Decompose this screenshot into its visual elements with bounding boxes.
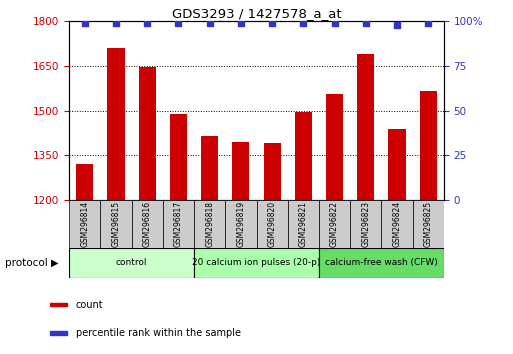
Bar	[225, 200, 256, 248]
Point	[330, 20, 339, 26]
Bar	[50, 331, 67, 335]
Bar	[108, 48, 125, 200]
Text: GSM296823: GSM296823	[361, 201, 370, 247]
Bar	[69, 248, 194, 278]
Text: ▶: ▶	[51, 258, 59, 268]
Bar	[381, 200, 412, 248]
Bar	[170, 114, 187, 200]
Point	[206, 20, 214, 26]
Point	[81, 20, 89, 26]
Bar	[420, 91, 437, 200]
Bar	[288, 200, 319, 248]
Text: GSM296821: GSM296821	[299, 201, 308, 247]
Bar	[163, 200, 194, 248]
Text: GSM296820: GSM296820	[268, 201, 277, 247]
Bar	[326, 94, 343, 200]
Point	[112, 20, 120, 26]
Bar	[319, 200, 350, 248]
Point	[268, 20, 276, 26]
Bar	[350, 200, 381, 248]
Bar	[412, 200, 444, 248]
Text: control: control	[116, 258, 147, 267]
Bar	[50, 303, 67, 307]
Text: GSM296822: GSM296822	[330, 201, 339, 247]
Text: 20 calcium ion pulses (20-p): 20 calcium ion pulses (20-p)	[192, 258, 321, 267]
Text: GSM296816: GSM296816	[143, 201, 152, 247]
Title: GDS3293 / 1427578_a_at: GDS3293 / 1427578_a_at	[172, 7, 341, 20]
Bar	[256, 200, 288, 248]
Point	[424, 20, 432, 26]
Text: GSM296815: GSM296815	[111, 201, 121, 247]
Bar	[295, 112, 312, 200]
Bar	[139, 67, 156, 200]
Text: GSM296818: GSM296818	[205, 201, 214, 247]
Point	[299, 20, 307, 26]
Text: GSM296825: GSM296825	[424, 201, 432, 247]
Text: count: count	[76, 299, 104, 310]
Point	[393, 22, 401, 28]
Point	[143, 20, 151, 26]
Bar	[232, 142, 249, 200]
Bar	[132, 200, 163, 248]
Text: GSM296814: GSM296814	[81, 201, 89, 247]
Text: GSM296817: GSM296817	[174, 201, 183, 247]
Bar	[194, 200, 225, 248]
Bar	[69, 200, 101, 248]
Text: GSM296819: GSM296819	[236, 201, 245, 247]
Bar	[101, 200, 132, 248]
Text: percentile rank within the sample: percentile rank within the sample	[76, 327, 241, 338]
Bar	[319, 248, 444, 278]
Bar	[201, 136, 218, 200]
Bar	[357, 54, 374, 200]
Bar	[194, 248, 319, 278]
Bar	[76, 164, 93, 200]
Text: GSM296824: GSM296824	[392, 201, 402, 247]
Bar	[388, 129, 405, 200]
Text: protocol: protocol	[5, 258, 48, 268]
Bar	[264, 143, 281, 200]
Text: calcium-free wash (CFW): calcium-free wash (CFW)	[325, 258, 438, 267]
Point	[174, 20, 183, 26]
Point	[362, 20, 370, 26]
Point	[237, 20, 245, 26]
